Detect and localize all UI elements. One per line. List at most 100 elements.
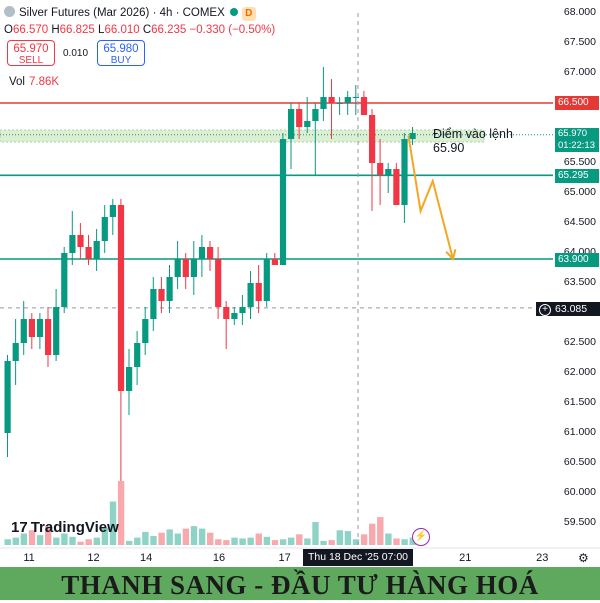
support1-price-tag: 65.295 [555,169,599,183]
candle [45,307,52,367]
volume-bar [117,481,125,545]
volume-bar [150,535,157,545]
volume-bar [377,517,384,545]
volume-bar [401,539,408,545]
change-value: −0.330 (−0.50%) [189,24,276,36]
volume-bar [304,538,311,545]
volume-legend: Vol 7.86K [9,76,60,88]
candle [409,127,416,145]
volume-bar [393,538,400,545]
candle-body [393,169,400,205]
candles [4,67,416,481]
candle [12,319,19,385]
volume-bar [53,537,60,545]
candle-body [174,259,181,277]
candle-body [352,97,359,98]
volume-bars [4,481,416,545]
price-tick-label: 67.500 [563,36,596,48]
candle [69,211,76,265]
candle [296,103,303,139]
candle [393,163,400,205]
projection-path [407,135,454,260]
candle [77,223,84,259]
volume-bar [61,533,68,545]
crosshair-price-tag[interactable]: +63.085 [536,302,600,316]
plus-icon[interactable]: + [539,304,551,316]
volume-bar [360,534,368,545]
candle-body [126,367,133,391]
symbol-header[interactable]: Silver Futures (Mar 2026) · 4h · COMEX D [4,6,256,21]
time-tick-label: 12 [87,552,100,564]
price-tick-label: 63.500 [563,276,596,288]
price-tick-label: 60.500 [563,456,596,468]
candle-body [215,259,222,307]
candle-body [223,307,230,319]
price-tick-label: 62.000 [563,366,596,378]
low-value: 66.010 [104,24,140,36]
entry-annotation-label: Điểm vào lệnh [433,127,513,141]
candle [223,301,230,349]
buy-button[interactable]: 65.980 BUY [97,40,145,66]
candle-body [328,97,335,103]
candle [4,355,11,457]
volume-bar [85,539,92,545]
candle-body [369,115,376,163]
candle [134,331,141,385]
candle-body [166,277,173,301]
candle [401,133,408,223]
time-tick-label: 16 [212,552,226,564]
candle-body [36,319,44,337]
candle-body [109,205,116,217]
candle-body [247,283,254,307]
volume-bar [271,540,279,545]
candle-body [53,307,60,355]
volume-bar [328,540,335,545]
current-price-tag: 65.970 [555,128,599,140]
high-value: 66.825 [59,24,95,36]
candle [53,289,60,361]
candle [239,295,246,325]
price-tick-label: 65.000 [563,186,596,198]
candle [377,139,384,205]
volume-bar [12,537,19,545]
candle [150,277,157,331]
sell-button[interactable]: 65.970 SELL [7,40,55,66]
entry-annotation-price: 65.90 [433,141,465,155]
volume-bar [166,529,173,545]
volume-bar [385,533,392,545]
candle [101,205,108,253]
candle-body [409,133,416,139]
candle [117,199,125,481]
volume-bar [255,533,262,545]
volume-bar [134,537,141,545]
volume-bar [77,541,84,545]
candle [36,313,44,349]
candle-body [28,319,35,337]
candle [61,247,68,313]
candle [271,253,278,265]
time-tick-label: 21 [459,552,472,564]
volume-bar [279,539,287,545]
settings-gear-icon[interactable]: ⚙ [578,551,589,565]
candle-body [12,343,19,361]
volume-bar [231,537,238,545]
price-tick-label: 68.000 [563,6,596,18]
time-tick-label: 17 [278,552,291,564]
tradingview-logo[interactable]: 17 TradingView [11,519,119,536]
volume-bar [223,540,230,545]
candle-body [198,247,206,259]
candle-body [61,253,68,307]
candle-body [134,343,141,367]
candle [190,241,197,295]
candle-body [239,307,246,313]
volume-bar [182,528,190,545]
volume-bar [198,528,206,545]
candle [109,199,116,235]
volume-bar [320,540,327,545]
candle [28,313,35,349]
lightning-icon[interactable]: ⚡ [412,528,430,546]
volume-bar [28,530,36,545]
time-tick-label: 14 [140,552,153,564]
candle-body [182,259,189,277]
